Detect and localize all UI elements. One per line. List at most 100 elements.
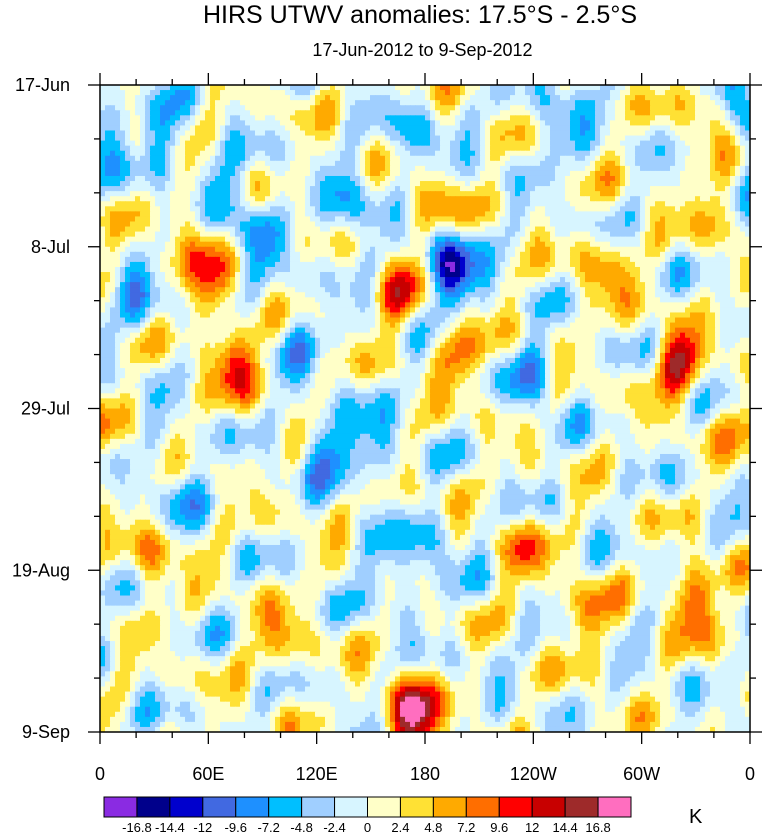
heatmap-cell (680, 261, 686, 268)
heatmap-cell (360, 160, 366, 167)
heatmap-cell (485, 175, 491, 182)
heatmap-cell (275, 110, 281, 116)
heatmap-cell (715, 130, 721, 137)
heatmap-cell (160, 155, 166, 162)
heatmap-cell (420, 236, 426, 243)
heatmap-cell (200, 206, 206, 212)
heatmap-cell (580, 115, 586, 121)
heatmap-cell (540, 231, 546, 238)
heatmap-cell (685, 130, 691, 137)
heatmap-cell (725, 90, 731, 96)
heatmap-cell (335, 231, 341, 238)
heatmap-cell (685, 181, 691, 187)
heatmap-cell (450, 105, 456, 111)
heatmap-cell (390, 170, 396, 177)
heatmap-cell (420, 216, 426, 223)
heatmap-cell (445, 206, 451, 212)
heatmap-cell (550, 155, 556, 162)
heatmap-cell (740, 256, 746, 263)
heatmap-cell (650, 150, 656, 157)
heatmap-cell (480, 196, 486, 202)
heatmap-cell (595, 221, 601, 228)
heatmap-cell (500, 125, 506, 132)
heatmap-cell (255, 90, 261, 96)
heatmap-cell (115, 241, 121, 248)
heatmap-cell (225, 186, 231, 192)
heatmap-cell (600, 191, 606, 197)
heatmap-cell (320, 100, 326, 106)
heatmap-cell (185, 221, 191, 228)
heatmap-cell (475, 170, 481, 177)
heatmap-cell (340, 135, 346, 142)
heatmap-cell (505, 196, 511, 202)
heatmap-cell (650, 170, 656, 177)
heatmap-cell (745, 256, 750, 263)
heatmap-cell (455, 231, 461, 238)
heatmap-cell (425, 266, 431, 273)
heatmap-cell (615, 231, 621, 238)
heatmap-cell (285, 186, 291, 192)
heatmap-cell (265, 181, 271, 187)
heatmap-cell (120, 226, 126, 233)
heatmap-cell (720, 206, 726, 212)
heatmap-cell (270, 90, 276, 96)
heatmap-cell (600, 140, 606, 147)
heatmap-cell (180, 266, 186, 273)
heatmap-cell (745, 201, 750, 207)
heatmap-cell (390, 226, 396, 233)
heatmap-cell (570, 251, 576, 258)
heatmap-cell (680, 211, 686, 218)
heatmap-cell (490, 256, 496, 263)
heatmap-cell (285, 105, 291, 111)
heatmap-cell (125, 120, 131, 127)
heatmap-cell (290, 236, 296, 243)
heatmap-cell (125, 236, 131, 243)
heatmap-cell (580, 155, 586, 162)
heatmap-cell (360, 170, 366, 177)
heatmap-cell (740, 170, 746, 177)
heatmap-cell (570, 170, 576, 177)
heatmap-cell (105, 266, 111, 273)
heatmap-cell (190, 110, 196, 116)
heatmap-cell (640, 140, 646, 147)
heatmap-cell (135, 125, 141, 132)
heatmap-cell (105, 241, 111, 248)
heatmap-cell (165, 115, 171, 121)
heatmap-cell (695, 145, 701, 152)
heatmap-cell (230, 130, 236, 137)
heatmap-cell (450, 226, 456, 233)
heatmap-cell (740, 85, 746, 91)
heatmap-cell (375, 135, 381, 142)
heatmap-cell (295, 186, 301, 192)
heatmap-cell (680, 186, 686, 192)
heatmap-cell (310, 221, 316, 228)
heatmap-cell (650, 191, 656, 197)
heatmap-cell (595, 155, 601, 162)
heatmap-cell (240, 277, 246, 283)
heatmap-cell (575, 191, 581, 197)
heatmap-cell (460, 231, 466, 238)
heatmap-cell (475, 120, 481, 127)
heatmap-cell (545, 125, 551, 132)
heatmap-cell (720, 100, 726, 106)
heatmap-cell (375, 201, 381, 207)
heatmap-cell (180, 115, 186, 121)
heatmap-cell (330, 100, 336, 106)
heatmap-cell (400, 100, 406, 106)
heatmap-cell (560, 266, 566, 273)
heatmap-cell (360, 186, 366, 192)
heatmap-cell (660, 140, 666, 147)
heatmap-cell (735, 231, 741, 238)
heatmap-cell (260, 277, 266, 283)
heatmap-cell (605, 155, 611, 162)
heatmap-cell (540, 135, 546, 142)
heatmap-cell (700, 85, 706, 91)
heatmap-cell (485, 115, 491, 121)
heatmap-cell (440, 221, 446, 228)
heatmap-cell (495, 135, 501, 142)
heatmap-cell (380, 175, 386, 182)
heatmap-cell (515, 186, 521, 192)
heatmap-cell (495, 236, 501, 243)
heatmap-cell (735, 211, 741, 218)
heatmap-cell (255, 150, 261, 157)
